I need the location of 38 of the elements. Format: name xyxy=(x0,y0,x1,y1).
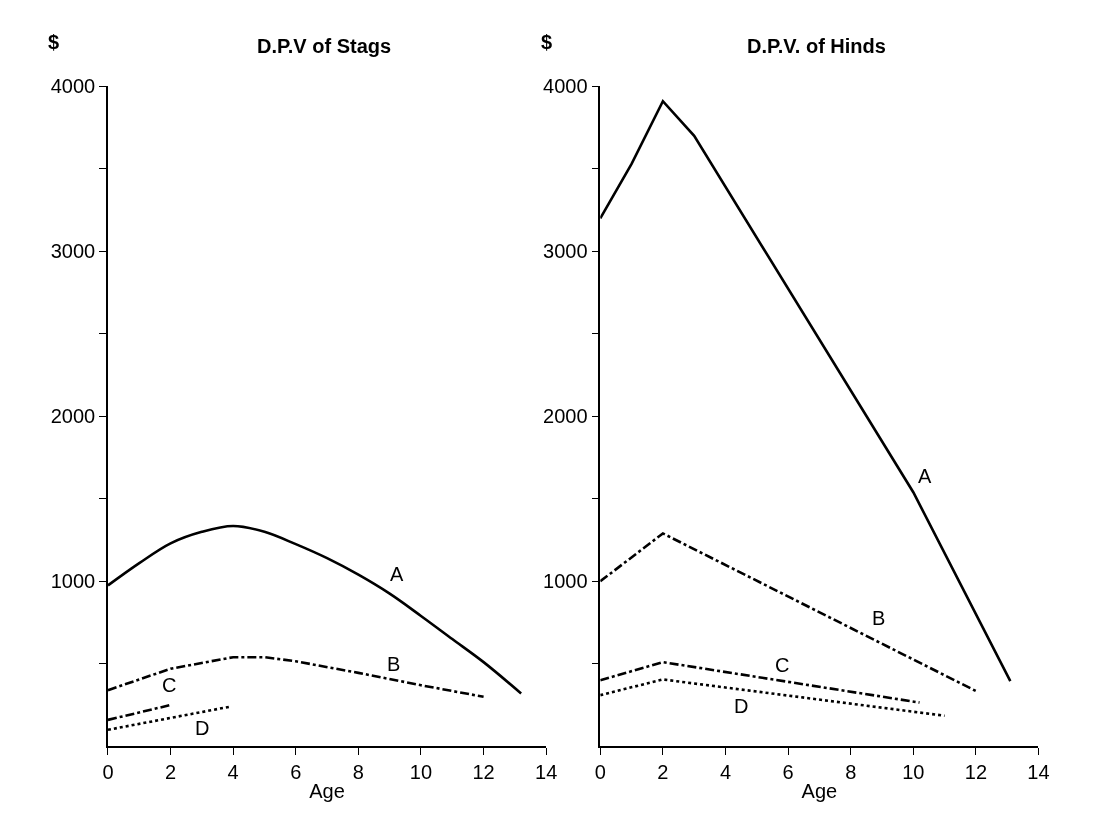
series-label: A xyxy=(390,563,404,585)
series-label: C xyxy=(775,654,790,676)
series-label: D xyxy=(734,695,749,717)
y-tick-label: 1000 xyxy=(543,570,588,593)
x-tick-label: 6 xyxy=(290,761,302,784)
y-axis-title: $ xyxy=(48,31,60,53)
y-tick-label: 2000 xyxy=(543,405,588,428)
x-tick-label: 8 xyxy=(845,761,857,784)
y-tick-label: 2000 xyxy=(50,405,96,428)
series-label: D xyxy=(195,717,210,739)
y-tick-label: 3000 xyxy=(543,240,588,263)
x-tick-label: 14 xyxy=(1027,761,1050,784)
y-tick-label: 3000 xyxy=(50,240,96,263)
y-tick-label: 4000 xyxy=(50,75,96,98)
x-tick-label: 6 xyxy=(782,761,794,784)
x-tick-label: 4 xyxy=(719,761,732,784)
x-tick-label: 14 xyxy=(535,761,558,784)
x-axis-title: Age xyxy=(801,780,838,803)
y-axis-title: $ xyxy=(541,31,553,53)
x-axis-title: Age xyxy=(309,780,345,803)
x-tick-label: 0 xyxy=(102,761,114,784)
x-tick-label: 12 xyxy=(472,761,495,784)
x-tick-label: 10 xyxy=(409,761,433,784)
chart-title: D.P.V of Stags xyxy=(257,35,392,57)
series-label: A xyxy=(918,465,932,487)
chart-title: D.P.V. of Hinds xyxy=(747,35,886,57)
x-tick-label: 4 xyxy=(227,761,239,784)
series-label: B xyxy=(387,653,401,675)
y-tick-label: 1000 xyxy=(50,570,96,593)
series-label: C xyxy=(162,674,177,696)
x-tick-label: 0 xyxy=(594,761,606,784)
x-tick-label: 2 xyxy=(165,761,177,784)
x-tick-label: 2 xyxy=(657,761,669,784)
x-tick-label: 8 xyxy=(352,761,364,784)
series-label: B xyxy=(872,607,886,629)
x-tick-label: 10 xyxy=(902,761,925,784)
x-tick-label: 12 xyxy=(964,761,988,784)
y-tick-label: 4000 xyxy=(543,75,588,98)
